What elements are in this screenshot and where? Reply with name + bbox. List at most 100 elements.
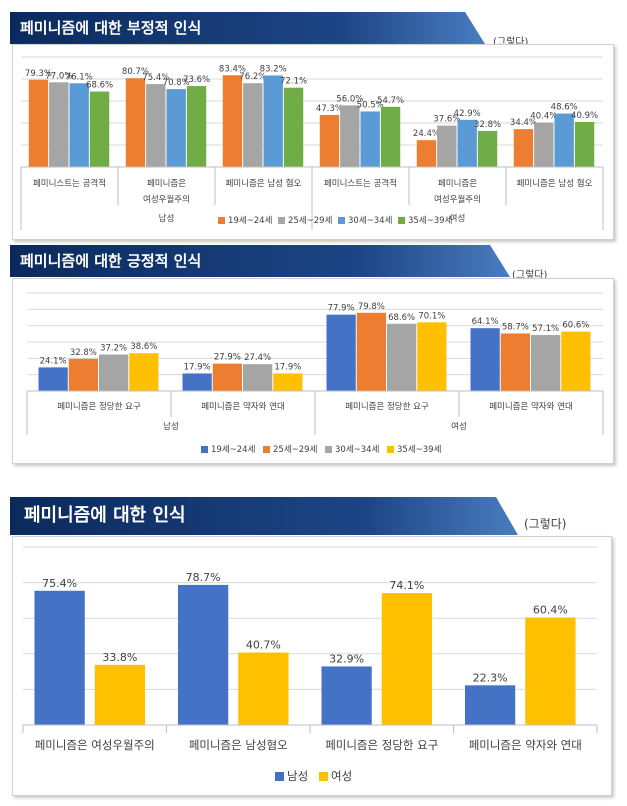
category-label: 페미니즘은 xyxy=(147,178,186,189)
bar xyxy=(574,122,595,167)
category-label: 페미니즘은 xyxy=(438,178,477,189)
bar xyxy=(321,666,372,725)
bar xyxy=(437,125,457,167)
data-label: 54.7% xyxy=(377,96,404,106)
legend-swatch xyxy=(218,217,225,224)
bar xyxy=(146,84,166,167)
section3-chart: 75.4% 33.8% 페미니즘은 여성우월주의 78.7% 40.7% 페미니즘은 남성… xyxy=(22,546,598,783)
data-label: 77.9% xyxy=(328,304,355,314)
bar xyxy=(177,584,229,725)
data-label: 68.6% xyxy=(86,81,113,91)
category-label: 페미니즘은 약자와 연대 xyxy=(489,401,573,412)
legend-swatch xyxy=(278,217,285,224)
data-label: 32.8% xyxy=(474,120,501,130)
bar xyxy=(263,75,283,167)
bar xyxy=(470,328,500,391)
bar xyxy=(387,323,417,391)
category-label: 페미니즘은 남성 혐오 xyxy=(517,178,593,189)
banner-shape xyxy=(10,12,485,44)
category-label: 페미니즘은 정당한 요구 xyxy=(325,738,438,752)
data-label: 17.9% xyxy=(184,362,211,372)
data-label: 38.6% xyxy=(130,342,157,352)
bar xyxy=(380,106,401,167)
bar xyxy=(38,367,68,391)
bar xyxy=(534,122,554,167)
legend-swatch xyxy=(263,446,270,453)
data-label: 34.4% xyxy=(510,118,537,128)
legend-label: 여성 xyxy=(331,769,352,783)
data-label: 27.9% xyxy=(214,353,241,363)
legend-label: 25세~29세 xyxy=(273,445,317,455)
data-label: 70.1% xyxy=(418,311,445,321)
legend-swatch xyxy=(275,772,284,781)
data-label: 76.1% xyxy=(66,72,93,82)
bar xyxy=(99,354,129,391)
section2-chart-panel: 24.1% 32.8% 37.2% 38.6% 페미니즘은 정당한 요구 17.9% 27.… xyxy=(12,278,614,464)
data-label: 74.1% xyxy=(389,579,424,592)
legend-swatch xyxy=(387,446,394,453)
data-label: 33.8% xyxy=(102,651,137,664)
data-label: 60.4% xyxy=(533,603,568,616)
data-label: 50.5% xyxy=(357,100,384,110)
bar xyxy=(326,314,356,391)
category-label: 페미니즘은 정당한 요구 xyxy=(345,401,429,412)
category-label: 페미니스트는 공격적 xyxy=(324,178,397,189)
section1-unit: (그렇다) xyxy=(493,37,529,48)
data-label: 22.3% xyxy=(473,671,508,684)
section3-title: 페미니즘에 대한 인식 xyxy=(24,505,186,526)
bar xyxy=(89,91,110,167)
data-label: 64.1% xyxy=(472,317,499,327)
data-label: 76.2% xyxy=(239,72,266,82)
category-label: 페미니즘은 약자와 연대 xyxy=(469,738,582,752)
bar xyxy=(129,353,159,391)
data-label: 40.4% xyxy=(530,112,557,122)
data-label: 56.0% xyxy=(336,94,363,104)
data-label: 75.4% xyxy=(42,577,77,590)
category-label: 페미니즘은 여성우월주의 xyxy=(35,738,155,752)
bar xyxy=(166,89,186,167)
data-label: 37.6% xyxy=(433,115,460,125)
legend-label: 35세~39세 xyxy=(408,216,452,226)
bar xyxy=(34,590,85,725)
bar xyxy=(186,86,207,167)
bar xyxy=(243,83,263,167)
bar xyxy=(381,593,433,725)
data-label: 68.6% xyxy=(388,313,415,323)
data-label: 60.6% xyxy=(562,321,589,331)
data-label: 57.1% xyxy=(532,324,559,334)
data-label: 24.1% xyxy=(40,356,67,366)
bar xyxy=(273,373,303,391)
section3-banner: 페미니즘에 대한 인식 xyxy=(10,497,518,535)
bar xyxy=(417,322,447,391)
bar xyxy=(531,335,561,391)
category-label: 여성우월주의 xyxy=(143,194,190,205)
bar xyxy=(554,113,574,167)
data-label: 32.8% xyxy=(70,348,97,358)
bar xyxy=(464,685,516,725)
data-label: 75.4% xyxy=(142,73,169,83)
bar xyxy=(222,75,243,167)
category-label: 페미니즘은 정당한 요구 xyxy=(57,401,141,412)
category-label: 여성우월주의 xyxy=(434,194,481,205)
data-label: 72.1% xyxy=(280,77,307,87)
banner-shape xyxy=(10,497,518,535)
bar xyxy=(94,664,146,725)
legend-label: 19세~24세 xyxy=(211,445,255,455)
data-label: 79.3% xyxy=(25,69,52,79)
bar xyxy=(360,111,380,167)
legend-label: 30세~34세 xyxy=(348,216,392,226)
bar xyxy=(525,617,576,725)
legend-label: 30세~34세 xyxy=(335,445,379,455)
data-label: 32.9% xyxy=(329,652,364,665)
section1-title: 페미니즘에 대한 부정적 인식 xyxy=(20,19,202,37)
bar xyxy=(457,119,477,167)
data-label: 77.0% xyxy=(45,71,72,81)
bar xyxy=(500,333,530,391)
bar xyxy=(283,87,304,167)
section2-banner: 페미니즘에 대한 긍정적 인식 xyxy=(10,245,510,277)
data-label: 40.9% xyxy=(571,111,598,121)
data-label: 73.6% xyxy=(183,75,210,85)
bar xyxy=(356,312,386,391)
data-label: 83.2% xyxy=(260,64,287,74)
section3-chart-panel: 75.4% 33.8% 페미니즘은 여성우월주의 78.7% 40.7% 페미니즘은 남성… xyxy=(12,536,612,796)
